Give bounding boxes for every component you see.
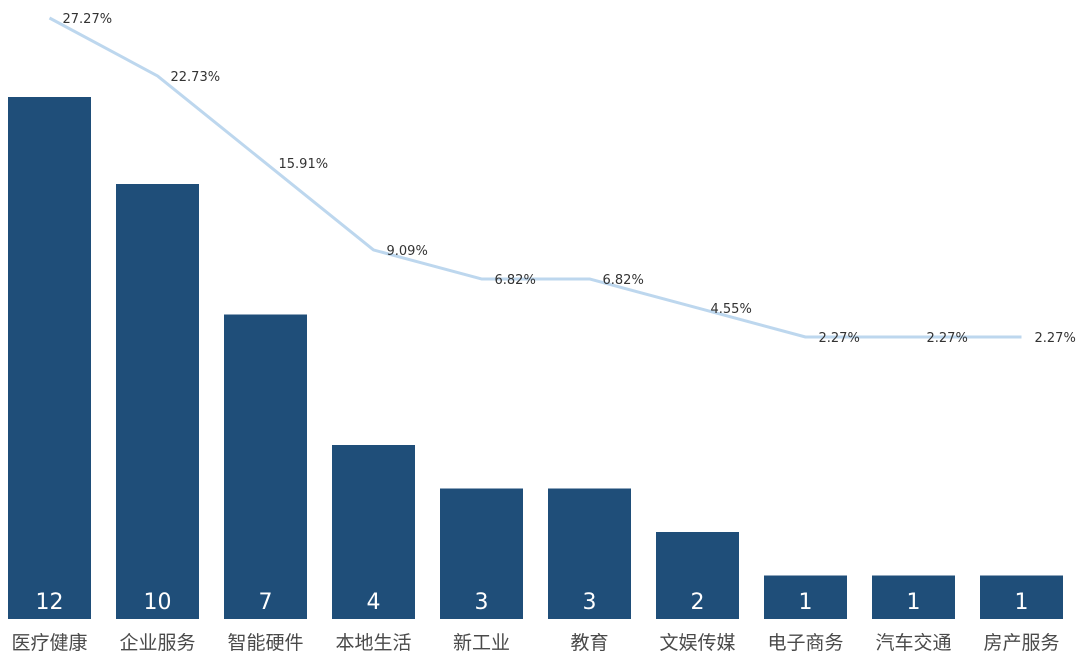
bar-9 bbox=[980, 575, 1063, 619]
bar-1 bbox=[116, 184, 199, 619]
line-point-label-7: 2.27% bbox=[819, 331, 860, 346]
x-tick-label-8: 汽车交通 bbox=[875, 632, 951, 654]
bar-7 bbox=[764, 575, 847, 619]
bar-value-label-1: 10 bbox=[144, 590, 172, 615]
line-point-label-4: 6.82% bbox=[495, 273, 536, 288]
bar-value-label-6: 2 bbox=[691, 590, 705, 615]
bar-value-label-7: 1 bbox=[799, 590, 813, 615]
x-tick-label-6: 文娱传媒 bbox=[659, 632, 735, 654]
line-series: 27.27% 22.73% 15.91% 9.09% 6.82% 6.82% 4.55% 2.… bbox=[48, 12, 1076, 346]
x-tick-label-2: 智能硬件 bbox=[227, 632, 303, 654]
cumulative-share-line bbox=[48, 16, 1022, 339]
x-tick-label-0: 医疗健康 bbox=[11, 632, 87, 654]
x-tick-label-9: 房产服务 bbox=[983, 632, 1059, 654]
bar-value-label-8: 1 bbox=[907, 590, 921, 615]
x-tick-label-3: 本地生活 bbox=[335, 632, 411, 654]
bar-4 bbox=[440, 488, 523, 619]
bar-6 bbox=[656, 532, 739, 619]
line-point-label-8: 2.27% bbox=[927, 331, 968, 346]
bar-value-label-3: 4 bbox=[367, 590, 381, 615]
x-tick-label-4: 新工业 bbox=[453, 632, 510, 654]
line-point-label-2: 15.91% bbox=[279, 157, 329, 172]
bar-value-label-2: 7 bbox=[259, 590, 273, 615]
x-tick-label-7: 电子商务 bbox=[767, 632, 843, 654]
line-point-label-5: 6.82% bbox=[603, 273, 644, 288]
line-point-label-3: 9.09% bbox=[387, 244, 428, 259]
bar-3 bbox=[332, 445, 415, 619]
x-axis-labels: 医疗健康 企业服务 智能硬件 本地生活 新工业 教育 文娱传媒 电子商务 汽车交通 房产服务 bbox=[11, 632, 1059, 654]
bar-value-label-0: 12 bbox=[36, 590, 64, 615]
x-tick-label-1: 企业服务 bbox=[119, 632, 195, 654]
bar-5 bbox=[548, 488, 631, 619]
bar-8 bbox=[872, 575, 955, 619]
bar-series: 12 10 7 4 3 3 2 1 1 1 bbox=[8, 97, 1063, 619]
bar-0 bbox=[8, 97, 91, 619]
line-point-label-0: 27.27% bbox=[63, 12, 113, 27]
line-point-label-9: 2.27% bbox=[1035, 331, 1076, 346]
bar-value-label-4: 3 bbox=[475, 590, 489, 615]
bar-value-label-5: 3 bbox=[583, 590, 597, 615]
bar-2 bbox=[224, 314, 307, 619]
bar-value-label-9: 1 bbox=[1015, 590, 1029, 615]
x-tick-label-5: 教育 bbox=[570, 632, 608, 654]
line-point-label-1: 22.73% bbox=[171, 70, 221, 85]
line-point-label-6: 4.55% bbox=[711, 302, 752, 317]
